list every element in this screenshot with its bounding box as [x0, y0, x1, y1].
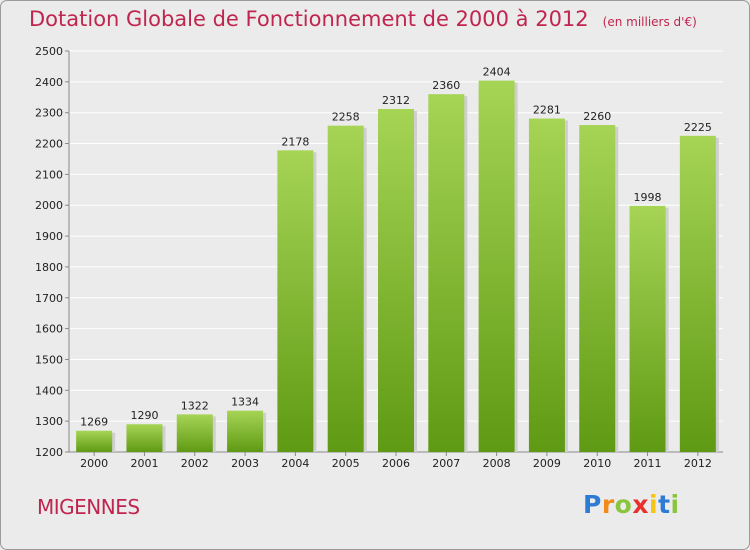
y-tick-label: 2000	[35, 199, 63, 212]
y-tick-label: 2400	[35, 76, 63, 89]
bar	[629, 205, 666, 452]
data-label: 2258	[332, 111, 360, 124]
unit-label: (en milliers d'€)	[602, 15, 697, 29]
x-tick-label: 2011	[634, 457, 662, 470]
x-tick-label: 2000	[80, 457, 108, 470]
data-label: 2312	[382, 94, 410, 107]
bar	[579, 125, 616, 453]
bar	[428, 94, 465, 452]
data-label: 2225	[684, 121, 712, 134]
x-tick-label: 2009	[533, 457, 561, 470]
commune-name: MIGENNES	[37, 495, 140, 519]
y-tick-label: 1500	[35, 353, 63, 366]
proxiti-logo: Proxiti	[583, 490, 680, 519]
y-tick-label: 1900	[35, 230, 63, 243]
bar	[378, 108, 414, 452]
bar	[679, 135, 716, 453]
bar	[126, 424, 163, 452]
chart-title: Dotation Globale de Fonctionnement de 20…	[29, 7, 697, 31]
y-tick-label: 1400	[35, 384, 63, 397]
y-tick-label: 2200	[35, 138, 63, 151]
chart-title-text: Dotation Globale de Fonctionnement de 20…	[29, 7, 589, 31]
x-tick-label: 2002	[181, 457, 209, 470]
x-tick-label: 2003	[231, 457, 259, 470]
data-label: 2281	[533, 104, 561, 117]
y-tick-label: 2300	[35, 107, 63, 120]
y-tick-label: 2100	[35, 168, 63, 181]
y-tick-label: 2500	[35, 45, 63, 58]
data-label: 1322	[181, 399, 209, 412]
bar	[327, 125, 364, 452]
x-tick-label: 2006	[382, 457, 410, 470]
bar	[227, 410, 264, 452]
data-label: 2260	[583, 110, 611, 123]
x-tick-label: 2001	[130, 457, 158, 470]
x-tick-label: 2010	[583, 457, 611, 470]
y-tick-label: 1700	[35, 292, 63, 305]
bar	[76, 430, 113, 452]
data-label: 2360	[432, 79, 460, 92]
x-tick-label: 2008	[483, 457, 511, 470]
x-tick-label: 2004	[281, 457, 309, 470]
bar	[528, 118, 565, 453]
bar	[176, 414, 213, 452]
y-tick-label: 1200	[35, 446, 63, 459]
bar	[277, 150, 314, 452]
data-label: 1998	[634, 191, 662, 204]
data-label: 2404	[483, 66, 511, 79]
x-tick-label: 2007	[432, 457, 460, 470]
data-label: 2178	[281, 135, 309, 148]
y-tick-label: 1300	[35, 415, 63, 428]
data-label: 1334	[231, 396, 259, 409]
x-tick-label: 2005	[332, 457, 360, 470]
bar	[478, 80, 515, 452]
y-tick-label: 1600	[35, 323, 63, 336]
data-label: 1269	[80, 416, 108, 429]
y-tick-label: 1800	[35, 261, 63, 274]
data-label: 1290	[130, 409, 158, 422]
x-tick-label: 2012	[684, 457, 712, 470]
